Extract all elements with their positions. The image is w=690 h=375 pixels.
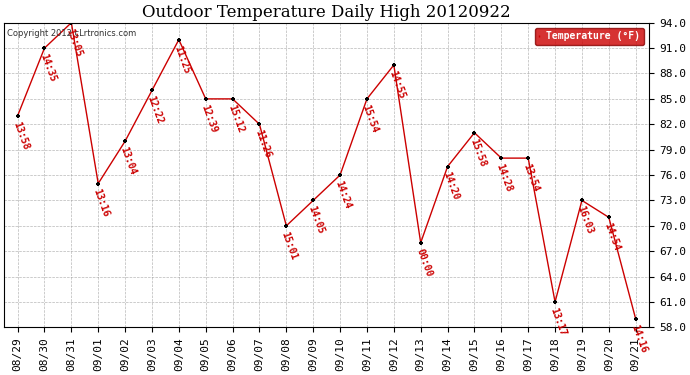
Point xyxy=(442,164,453,170)
Text: 15:01: 15:01 xyxy=(279,230,299,261)
Legend: Temperature (°F): Temperature (°F) xyxy=(535,28,644,45)
Point xyxy=(603,214,614,220)
Text: 14:20: 14:20 xyxy=(441,171,460,202)
Point xyxy=(469,130,480,136)
Text: 12:22: 12:22 xyxy=(146,94,165,126)
Text: 14:24: 14:24 xyxy=(333,179,353,210)
Title: Outdoor Temperature Daily High 20120922: Outdoor Temperature Daily High 20120922 xyxy=(142,4,511,21)
Text: 14:55: 14:55 xyxy=(387,69,406,100)
Point xyxy=(415,240,426,246)
Text: 13:17: 13:17 xyxy=(549,306,568,337)
Point xyxy=(119,138,130,144)
Text: 00:00: 00:00 xyxy=(414,247,433,278)
Text: 14:28: 14:28 xyxy=(495,162,514,193)
Text: 13:58: 13:58 xyxy=(11,120,30,151)
Point xyxy=(549,299,560,305)
Point xyxy=(308,197,319,203)
Text: 11:26: 11:26 xyxy=(253,128,273,159)
Point xyxy=(362,96,373,102)
Point xyxy=(92,180,104,186)
Text: 13:54: 13:54 xyxy=(522,162,541,193)
Point xyxy=(388,62,400,68)
Point xyxy=(335,172,346,178)
Point xyxy=(630,316,641,322)
Point xyxy=(227,96,238,102)
Text: 14:54: 14:54 xyxy=(602,222,622,252)
Point xyxy=(254,121,265,127)
Text: 15:58: 15:58 xyxy=(468,137,487,168)
Point xyxy=(66,20,77,26)
Point xyxy=(496,155,507,161)
Point xyxy=(522,155,533,161)
Text: 14:16: 14:16 xyxy=(629,323,649,354)
Point xyxy=(146,87,157,93)
Text: 13:04: 13:04 xyxy=(119,146,138,176)
Text: Copyright 2012 cLrtronics.com: Copyright 2012 cLrtronics.com xyxy=(8,29,137,38)
Text: 13:05: 13:05 xyxy=(65,27,84,58)
Point xyxy=(200,96,211,102)
Text: 12:39: 12:39 xyxy=(199,103,219,134)
Point xyxy=(39,45,50,51)
Text: 14:05: 14:05 xyxy=(306,205,326,236)
Text: 14:35: 14:35 xyxy=(38,52,57,83)
Text: 16:03: 16:03 xyxy=(575,205,595,236)
Point xyxy=(173,37,184,43)
Text: 15:12: 15:12 xyxy=(226,103,246,134)
Text: 11:25: 11:25 xyxy=(172,44,192,75)
Text: 13:16: 13:16 xyxy=(92,188,111,219)
Point xyxy=(281,223,292,229)
Point xyxy=(576,197,587,203)
Text: 15:54: 15:54 xyxy=(360,103,380,134)
Point xyxy=(12,113,23,119)
